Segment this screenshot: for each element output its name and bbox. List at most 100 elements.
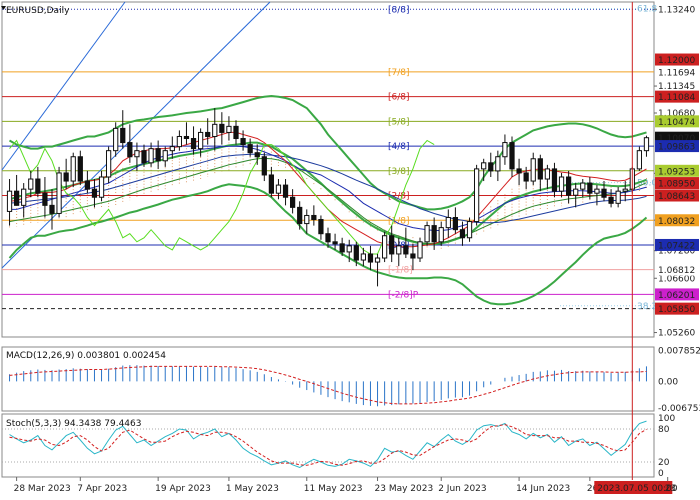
candle-29 bbox=[212, 108, 218, 151]
candle-34 bbox=[247, 138, 253, 157]
candle-11 bbox=[84, 170, 91, 194]
macd-axis: 0.007852 0.00 -0.006753 bbox=[658, 346, 700, 414]
candle-body-9 bbox=[70, 156, 76, 182]
candle-body-90 bbox=[643, 137, 650, 152]
candle-body-63 bbox=[452, 217, 459, 231]
candle-58 bbox=[417, 237, 423, 263]
price-marker-bg-2 bbox=[655, 90, 699, 103]
murrey-label-10: [-2/8]P bbox=[388, 290, 419, 300]
candle-22 bbox=[162, 146, 168, 167]
candle-body-5 bbox=[42, 192, 48, 206]
price-marker-bg-8 bbox=[655, 189, 699, 202]
murrey-label-4: [4/8] bbox=[388, 142, 410, 152]
candle-9 bbox=[70, 152, 76, 188]
candle-body-24 bbox=[176, 135, 183, 148]
candle-61 bbox=[438, 221, 444, 246]
trendline-lower bbox=[1, 1, 271, 269]
candle-body-6 bbox=[49, 204, 55, 214]
candle-body-31 bbox=[226, 125, 232, 133]
stoch-panel-frame bbox=[1, 413, 655, 478]
candle-body-89 bbox=[636, 150, 643, 170]
candle-body-85 bbox=[608, 196, 614, 204]
murrey-label-1: [7/8] bbox=[388, 68, 410, 78]
price-marker-bg-6 bbox=[655, 164, 699, 177]
stoch-title: Stoch(5,3,3) 94.3438 79.4463 bbox=[6, 419, 141, 429]
candle-body-56 bbox=[403, 245, 409, 255]
stoch-tick-1: 80 bbox=[658, 425, 670, 435]
candle-body-0 bbox=[6, 190, 13, 212]
candle-body-55 bbox=[396, 245, 402, 255]
price-marker-bg-1 bbox=[655, 65, 699, 78]
candle-25 bbox=[183, 122, 190, 145]
candle-35 bbox=[254, 144, 260, 165]
candle-body-77 bbox=[551, 168, 558, 192]
price-marker-10: 1.07422 bbox=[658, 241, 695, 251]
murrey-label-5: [3/8] bbox=[388, 167, 410, 177]
candle-55 bbox=[396, 237, 402, 267]
candle-86 bbox=[615, 187, 621, 208]
stoch-signal-line bbox=[9, 424, 647, 466]
trend-lines bbox=[1, 1, 271, 269]
candle-body-34 bbox=[247, 144, 253, 154]
candle-69 bbox=[495, 150, 501, 182]
candle-12 bbox=[91, 179, 98, 208]
time-label-10: 23 bbox=[665, 484, 676, 494]
candle-84 bbox=[601, 181, 607, 202]
candle-body-43 bbox=[311, 214, 317, 221]
candle-36 bbox=[261, 152, 267, 182]
candle-body-65 bbox=[466, 221, 473, 239]
candle-body-68 bbox=[488, 162, 494, 172]
candle-body-64 bbox=[459, 229, 466, 239]
moving-average-green bbox=[9, 157, 647, 244]
price-tick-1: 1.11345 bbox=[658, 82, 695, 92]
candle-43 bbox=[311, 205, 317, 226]
price-marker-11: 1.06812 bbox=[658, 266, 695, 276]
candle-body-70 bbox=[502, 142, 508, 158]
price-marker-bg-10 bbox=[655, 238, 699, 251]
candle-38 bbox=[275, 179, 282, 200]
candle-18 bbox=[134, 142, 140, 171]
candle-62 bbox=[445, 209, 451, 238]
price-tick-7: 1.05260 bbox=[658, 329, 695, 339]
candle-73 bbox=[523, 166, 529, 190]
price-marker-6: 1.09253 bbox=[658, 167, 695, 177]
stochastic-panel: Stoch(5,3,3) 94.3438 79.4463 bbox=[1, 413, 655, 478]
candle-body-49 bbox=[353, 245, 359, 261]
murrey-label-9: [-1/8] bbox=[388, 266, 413, 276]
candle-42 bbox=[304, 209, 310, 234]
candle-body-82 bbox=[587, 182, 593, 194]
candle-41 bbox=[297, 201, 303, 230]
candle-body-37 bbox=[268, 174, 275, 194]
candle-body-17 bbox=[127, 142, 133, 158]
candle-59 bbox=[424, 221, 430, 246]
price-marker-7: 1.08950 bbox=[658, 180, 695, 190]
candle-26 bbox=[190, 126, 197, 155]
candle-body-16 bbox=[120, 127, 126, 144]
candle-21 bbox=[155, 140, 161, 169]
candle-body-26 bbox=[190, 138, 197, 150]
candle-45 bbox=[325, 227, 331, 248]
time-axis: 28 Mar 2023 7 Apr 2023 19 Apr 2023 1 May 20… bbox=[14, 477, 678, 494]
macd-tick-1: 0.00 bbox=[658, 377, 678, 387]
candle-28 bbox=[205, 118, 211, 145]
candle-body-11 bbox=[84, 180, 91, 190]
price-marker-bg-7 bbox=[655, 177, 699, 190]
candle-63 bbox=[452, 207, 459, 234]
price-marker-bg-3 bbox=[655, 115, 699, 128]
candle-body-38 bbox=[275, 184, 282, 194]
murrey-label-0: [8/8] bbox=[388, 5, 410, 15]
candle-body-74 bbox=[530, 158, 536, 182]
candle-53 bbox=[381, 231, 388, 263]
candle-39 bbox=[282, 179, 289, 206]
time-label-5: 23 May 2023 bbox=[375, 484, 434, 494]
price-tick-0: 1.13240 bbox=[658, 5, 695, 15]
candle-13 bbox=[98, 170, 105, 202]
candle-80 bbox=[573, 183, 579, 208]
candle-body-41 bbox=[297, 206, 303, 225]
candle-body-67 bbox=[481, 162, 487, 170]
candle-54 bbox=[389, 225, 395, 263]
price-marker-8: 1.08643 bbox=[658, 192, 695, 202]
fib-label-0: 61.8 bbox=[637, 4, 657, 14]
price-tick-2: 1.10680 bbox=[658, 109, 695, 119]
price-marker-5: 1.09863 bbox=[658, 143, 695, 153]
